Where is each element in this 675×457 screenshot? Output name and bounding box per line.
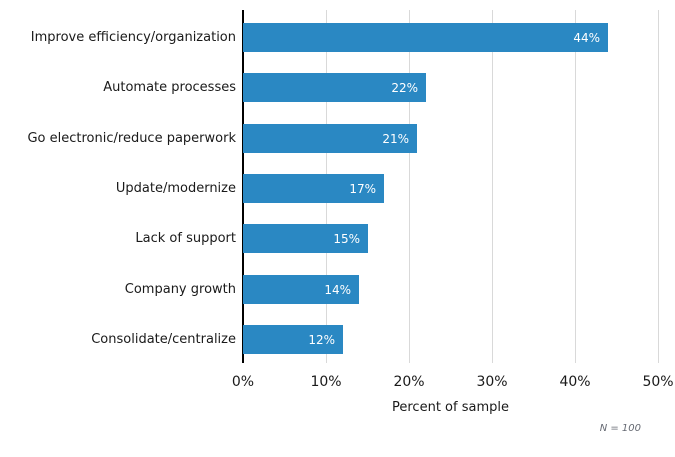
bar-value-label: 12% [308, 332, 335, 347]
bar: 12% [243, 325, 343, 354]
sample-size-note: N = 100 [599, 423, 641, 434]
category-label: Automate processes [103, 80, 236, 95]
category-label: Company growth [124, 282, 236, 297]
x-tick-label-50: 50% [642, 374, 674, 390]
bar-value-label: 21% [382, 131, 409, 146]
bar-value-label: 15% [333, 231, 360, 246]
bar: 14% [243, 275, 359, 304]
bar-value-label: 14% [324, 282, 351, 297]
bar: 22% [243, 73, 426, 102]
bar-value-label: 17% [349, 181, 376, 196]
category-label: Improve efficiency/organization [30, 30, 236, 45]
x-tick-label-10: 10% [310, 374, 342, 390]
bar: 21% [243, 124, 417, 153]
x-tick-label-0: 0% [231, 374, 255, 390]
gridline-30 [492, 10, 493, 363]
x-tick-label-20: 20% [393, 374, 425, 390]
gridline-40 [575, 10, 576, 363]
x-tick-label-40: 40% [559, 374, 591, 390]
x-tick-label-30: 30% [476, 374, 508, 390]
gridline-50 [658, 10, 659, 363]
category-label: Consolidate/centralize [91, 332, 236, 347]
x-axis-title: Percent of sample [392, 400, 509, 415]
bar-value-label: 22% [391, 80, 418, 95]
bar: 17% [243, 174, 384, 203]
gridline-20 [409, 10, 410, 363]
category-label: Go electronic/reduce paperwork [27, 131, 236, 146]
bar: 44% [243, 23, 608, 52]
category-label: Lack of support [135, 231, 236, 246]
bar-value-label: 44% [573, 30, 600, 45]
category-label: Update/modernize [115, 181, 236, 196]
bar: 15% [243, 224, 368, 253]
